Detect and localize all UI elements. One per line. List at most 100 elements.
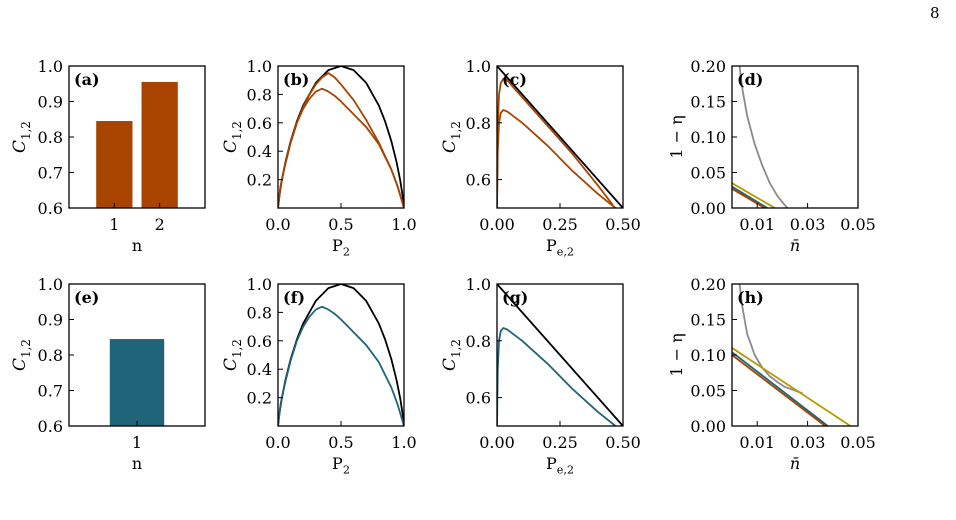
panel-d (731, 65, 859, 209)
y-tick-label-a-2: 0.8 (38, 128, 63, 147)
x-tick-label-c-2: 0.50 (605, 215, 641, 234)
series-c-0 (497, 66, 623, 208)
panel-label-e: (e) (74, 288, 99, 307)
y-axis-label-c: C1,2 (440, 121, 463, 153)
y-tick-label-b-4: 1.0 (247, 57, 272, 76)
panel-label-h: (h) (737, 288, 764, 307)
y-axis-label-f: C1,2 (221, 339, 244, 371)
series-d-0 (738, 66, 789, 208)
y-axis-label-g: C1,2 (440, 339, 463, 371)
series-g-1 (497, 327, 617, 426)
y-tick-label-a-1: 0.7 (38, 164, 63, 183)
x-tick-label-b-1: 0.5 (328, 215, 353, 234)
y-tick-label-d-4: 0.20 (690, 57, 726, 76)
x-tick-label-h-1: 0.03 (790, 433, 826, 452)
y-tick-label-h-1: 0.05 (690, 382, 726, 401)
y-tick-label-b-1: 0.4 (247, 142, 272, 161)
x-axis-label-e: n (132, 454, 142, 473)
x-tick-label-f-0: 0.0 (265, 433, 290, 452)
x-tick-label-f-1: 0.5 (328, 433, 353, 452)
y-tick-label-h-3: 0.15 (690, 311, 726, 330)
x-tick-label-g-0: 0.00 (479, 433, 515, 452)
axes-frame-g (496, 283, 624, 427)
series-h-2 (732, 351, 829, 426)
series-g-0 (497, 284, 623, 426)
axes-frame-h (731, 283, 859, 427)
y-tick-label-b-3: 0.8 (247, 85, 272, 104)
panel-a (68, 65, 206, 209)
y-tick-label-b-0: 0.2 (247, 171, 272, 190)
y-tick-label-a-0: 0.6 (38, 199, 63, 218)
bar-a-2 (141, 81, 178, 208)
panel-e (68, 283, 206, 427)
y-tick-label-h-0: 0.00 (690, 417, 726, 436)
axes-frame-b (277, 65, 405, 209)
panel-label-b: (b) (283, 70, 309, 89)
panel-b (277, 65, 405, 209)
series-b-2 (278, 87, 404, 208)
y-tick-label-e-4: 1.0 (38, 275, 63, 294)
panel-f (277, 283, 405, 427)
axes-frame-c (496, 65, 624, 209)
x-tick-label-g-2: 0.50 (605, 433, 641, 452)
y-tick-label-f-3: 0.8 (247, 303, 272, 322)
y-tick-label-c-0: 0.6 (466, 171, 491, 190)
y-axis-label-b: C1,2 (221, 121, 244, 153)
x-axis-label-f: P2 (332, 454, 350, 476)
y-axis-label-d: 1 − η (667, 115, 686, 158)
y-tick-label-e-0: 0.6 (38, 417, 63, 436)
x-axis-label-g: Pe,2 (546, 454, 574, 476)
x-axis-label-h: n̄ (790, 454, 800, 473)
panel-label-f: (f) (283, 288, 305, 307)
y-tick-label-g-0: 0.6 (466, 389, 491, 408)
bar-a-1 (96, 121, 133, 208)
x-axis-label-d: n̄ (790, 236, 800, 255)
x-tick-label-g-1: 0.25 (542, 433, 578, 452)
y-tick-label-a-3: 0.9 (38, 93, 63, 112)
y-axis-label-h: 1 − η (667, 333, 686, 376)
x-tick-label-a-0: 1 (109, 215, 119, 234)
panel-g (496, 283, 624, 427)
panel-c (496, 65, 624, 209)
axes-frame-a (68, 65, 206, 209)
panel-label-c: (c) (502, 70, 527, 89)
x-tick-label-c-0: 0.00 (479, 215, 515, 234)
y-tick-label-d-3: 0.15 (690, 93, 726, 112)
y-tick-label-h-2: 0.10 (690, 346, 726, 365)
y-tick-label-a-4: 1.0 (38, 57, 63, 76)
y-tick-label-c-2: 1.0 (466, 57, 491, 76)
x-axis-label-a: n (132, 236, 142, 255)
x-tick-label-d-0: 0.01 (739, 215, 775, 234)
series-d-3 (732, 188, 766, 208)
x-axis-label-c: Pe,2 (546, 236, 574, 258)
x-tick-label-d-2: 0.05 (840, 215, 876, 234)
series-d-2 (732, 185, 768, 208)
y-tick-label-g-1: 0.8 (466, 332, 491, 351)
series-b-1 (278, 72, 404, 208)
y-tick-label-g-2: 1.0 (466, 275, 491, 294)
series-c-1 (497, 77, 614, 208)
x-tick-label-a-1: 2 (155, 215, 165, 234)
y-tick-label-c-1: 0.8 (466, 114, 491, 133)
y-tick-label-b-2: 0.6 (247, 114, 272, 133)
y-tick-label-d-2: 0.10 (690, 128, 726, 147)
y-tick-label-f-4: 1.0 (247, 275, 272, 294)
panel-label-d: (d) (737, 70, 763, 89)
y-tick-label-e-2: 0.8 (38, 346, 63, 365)
bar-e-1 (109, 339, 165, 426)
series-f-1 (278, 305, 404, 426)
x-tick-label-d-1: 0.03 (790, 215, 826, 234)
y-axis-label-a: C1,2 (10, 121, 33, 153)
panel-label-g: (g) (502, 288, 528, 307)
x-tick-label-b-0: 0.0 (265, 215, 290, 234)
x-tick-label-c-1: 0.25 (542, 215, 578, 234)
series-h-0 (738, 284, 803, 395)
panel-label-a: (a) (74, 70, 100, 89)
y-tick-label-e-3: 0.9 (38, 311, 63, 330)
y-tick-label-d-0: 0.00 (690, 199, 726, 218)
y-tick-label-f-1: 0.4 (247, 360, 272, 379)
y-tick-label-d-1: 0.05 (690, 164, 726, 183)
x-tick-label-f-2: 1.0 (391, 433, 416, 452)
axes-frame-d (731, 65, 859, 209)
